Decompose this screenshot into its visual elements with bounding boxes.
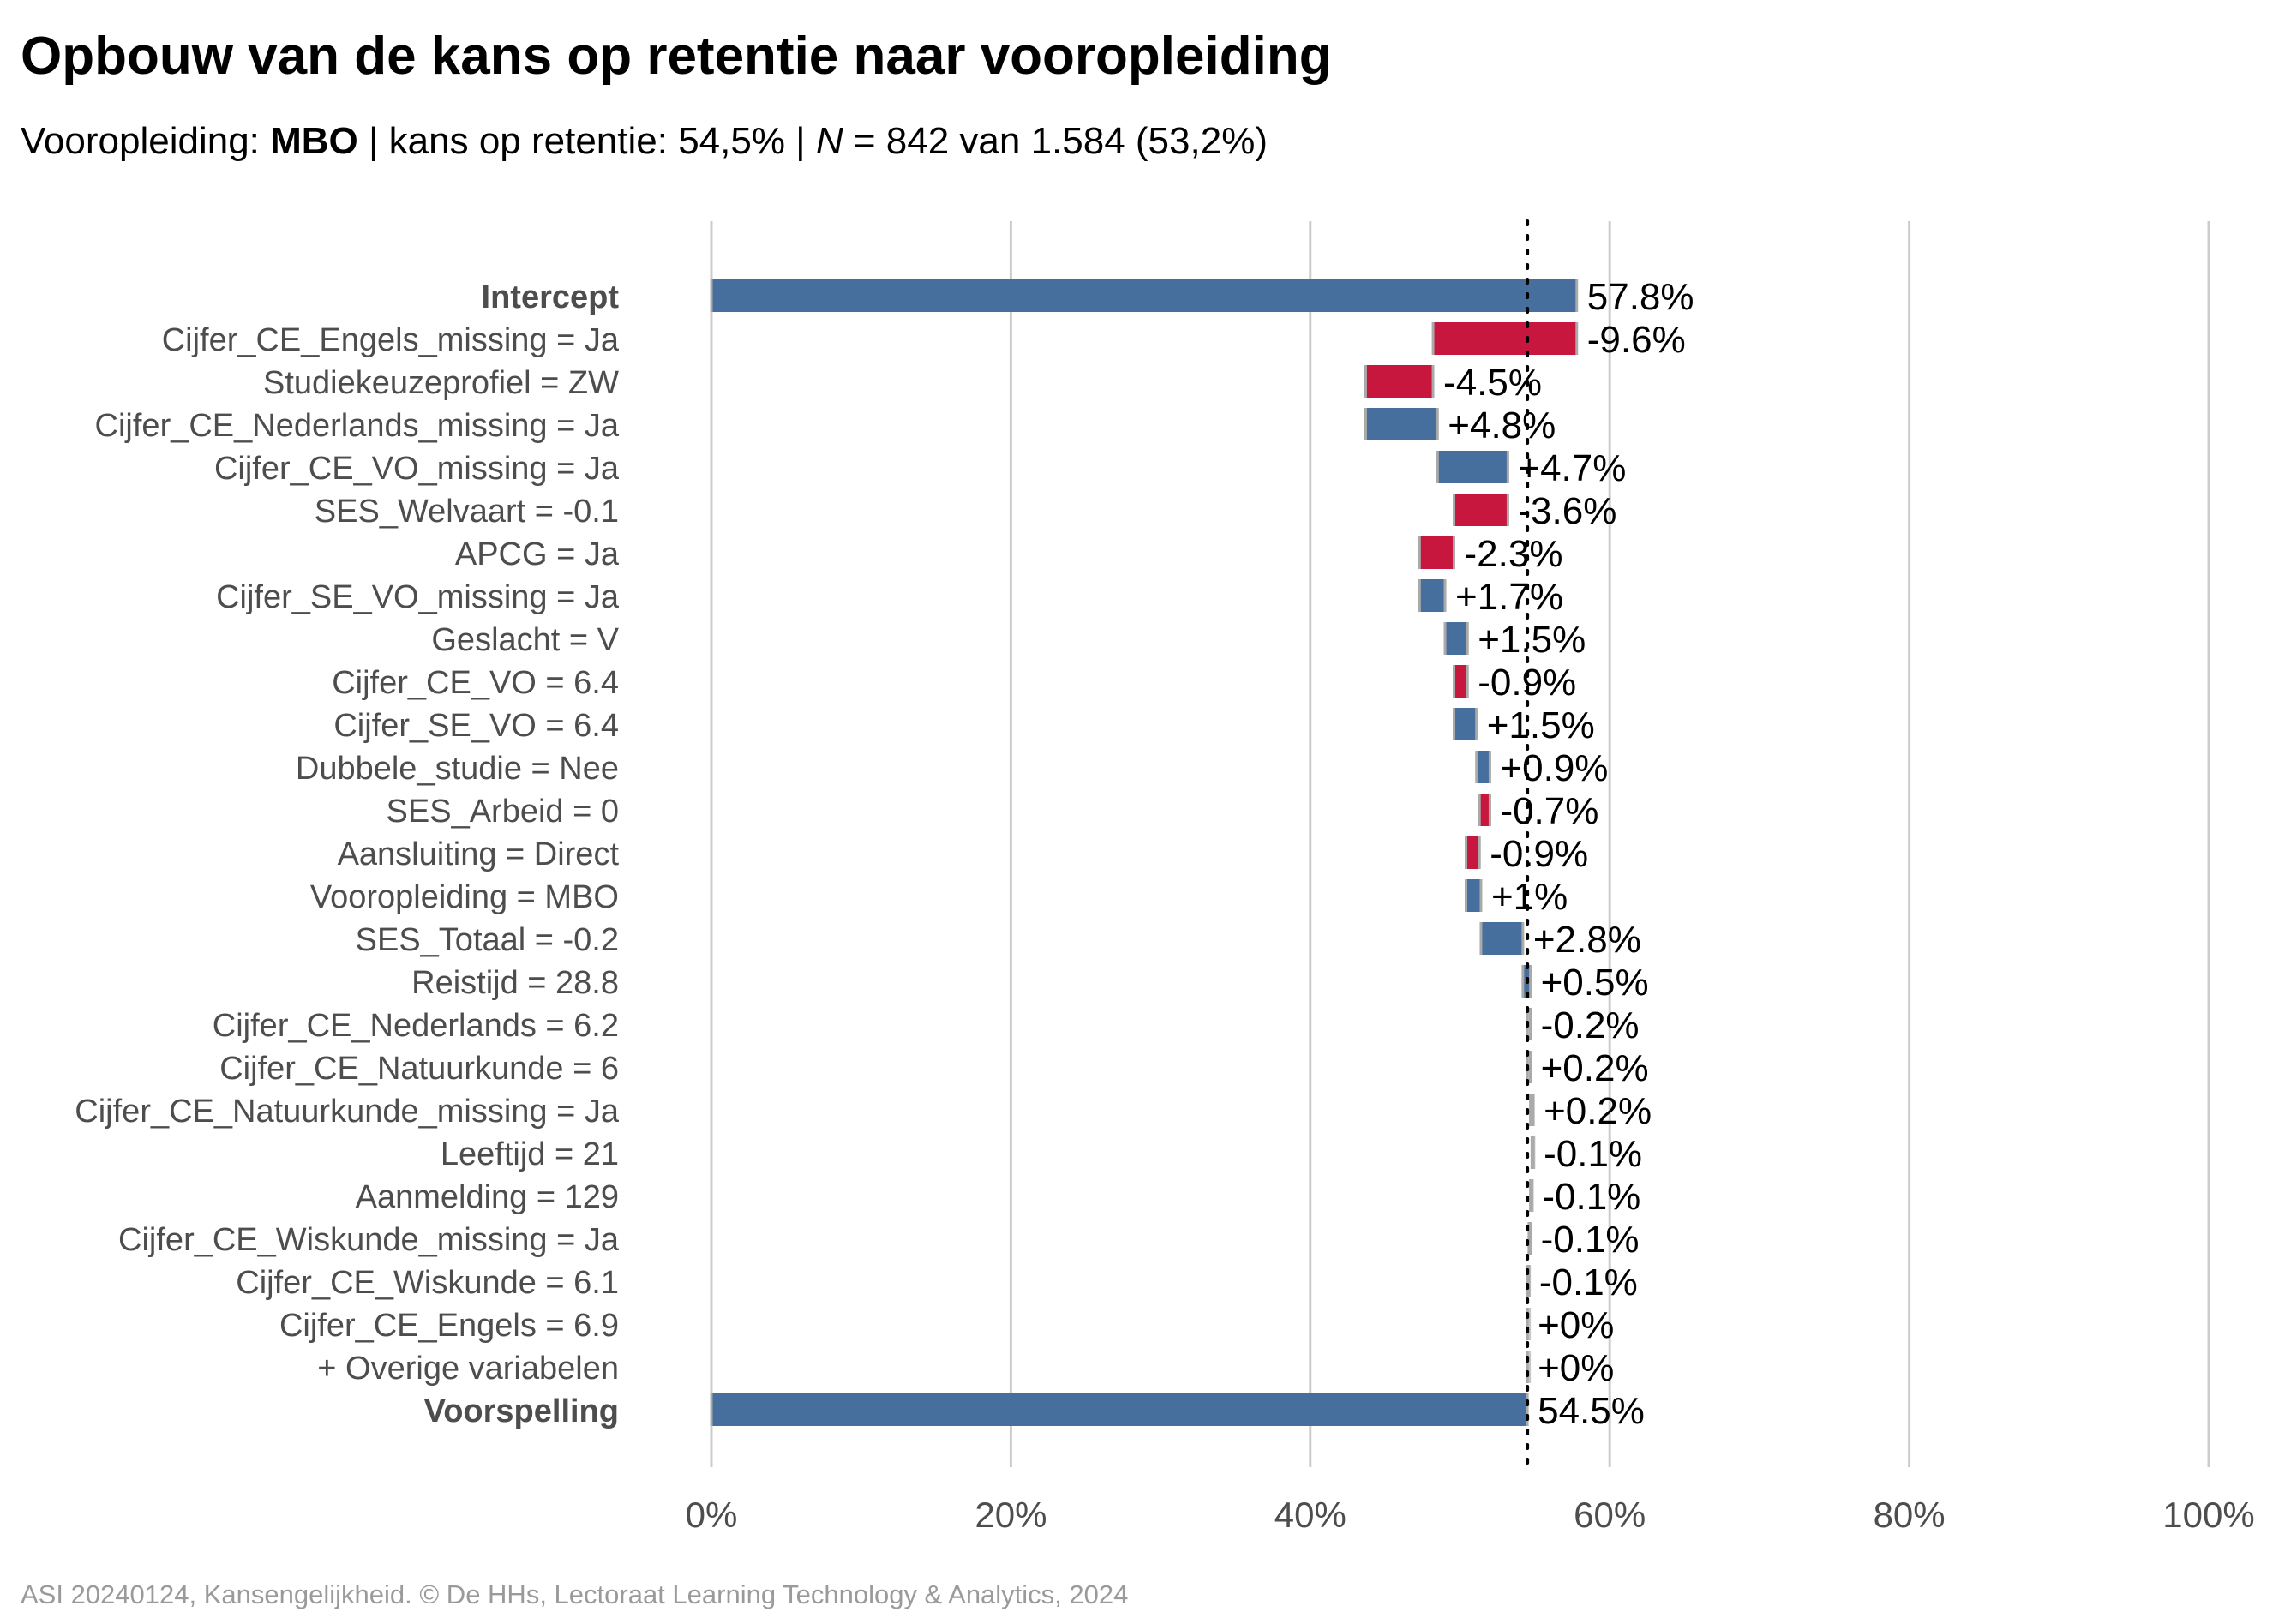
subtitle-prefix: Vooropleiding: bbox=[21, 120, 271, 162]
y-tick-label: Cijfer_CE_Natuurkunde_missing = Ja bbox=[75, 1094, 620, 1130]
bar bbox=[1466, 836, 1480, 869]
bar bbox=[1466, 879, 1481, 912]
data-label: +0.5% bbox=[1541, 962, 1649, 1004]
bar bbox=[1454, 665, 1468, 698]
data-label: +4.8% bbox=[1448, 405, 1556, 446]
data-label: +0% bbox=[1538, 1347, 1614, 1389]
bar bbox=[1445, 622, 1468, 655]
data-label: -3.6% bbox=[1518, 490, 1616, 532]
y-tick-label: Cijfer_SE_VO = 6.4 bbox=[333, 708, 619, 744]
data-label: -0.9% bbox=[1490, 833, 1588, 875]
subtitle-n-symbol: N bbox=[815, 120, 843, 162]
y-tick-label: Cijfer_CE_Wiskunde = 6.1 bbox=[236, 1265, 619, 1301]
y-tick-label: Aanmelding = 129 bbox=[356, 1179, 619, 1215]
bar bbox=[1527, 1308, 1532, 1340]
y-tick-label: Cijfer_CE_Natuurkunde = 6 bbox=[219, 1051, 619, 1087]
bar bbox=[711, 1393, 1528, 1426]
bar bbox=[1437, 451, 1508, 483]
data-label: -0.2% bbox=[1541, 1004, 1640, 1046]
data-label: +1.5% bbox=[1478, 619, 1586, 661]
y-tick-label: Aansluiting = Direct bbox=[338, 836, 620, 872]
y-tick-label: Vooropleiding = MBO bbox=[310, 879, 619, 915]
y-tick-label: Reistijd = 28.8 bbox=[411, 965, 619, 1001]
x-tick-label: 60% bbox=[1574, 1495, 1646, 1535]
data-label: 57.8% bbox=[1587, 276, 1694, 318]
y-tick-label: + Overige variabelen bbox=[317, 1351, 619, 1387]
y-tick-label: Dubbele_studie = Nee bbox=[296, 751, 619, 787]
y-tick-label: Cijfer_CE_Nederlands_missing = Ja bbox=[95, 408, 620, 444]
data-label: +1.7% bbox=[1455, 576, 1563, 618]
x-tick-label: 20% bbox=[975, 1495, 1047, 1535]
x-tick-label: 80% bbox=[1874, 1495, 1946, 1535]
data-label: +2.8% bbox=[1533, 919, 1641, 961]
subtitle-suffix: = 842 van 1.584 (53,2%) bbox=[843, 120, 1268, 162]
bar bbox=[1419, 536, 1454, 569]
bar bbox=[1527, 1351, 1532, 1383]
data-label: +0.2% bbox=[1541, 1047, 1649, 1089]
x-tick-label: 40% bbox=[1274, 1495, 1346, 1535]
bar bbox=[1433, 322, 1577, 355]
y-tick-label: SES_Totaal = -0.2 bbox=[356, 922, 619, 958]
data-label: -9.6% bbox=[1587, 319, 1686, 361]
data-label: -2.3% bbox=[1465, 533, 1563, 575]
bar bbox=[1480, 922, 1523, 955]
data-label: +1% bbox=[1491, 876, 1568, 918]
bar bbox=[711, 279, 1577, 312]
subtitle-group: MBO bbox=[270, 120, 358, 162]
data-label: -0.1% bbox=[1542, 1176, 1640, 1218]
chart-caption: ASI 20240124, Kansengelijkheid. © De HHs… bbox=[21, 1579, 1129, 1609]
subtitle-middle: | kans op retentie: 54,5% | bbox=[357, 120, 816, 162]
y-tick-label: Cijfer_SE_VO_missing = Ja bbox=[216, 579, 620, 615]
data-label: -0.1% bbox=[1541, 1219, 1640, 1261]
data-label: -0.1% bbox=[1539, 1261, 1638, 1303]
bar bbox=[1365, 408, 1438, 440]
bar bbox=[1419, 579, 1446, 612]
data-label: -0.7% bbox=[1500, 790, 1598, 832]
y-tick-label: Studiekeuzeprofiel = ZW bbox=[263, 365, 619, 401]
y-tick-label: Geslacht = V bbox=[431, 622, 619, 658]
bar bbox=[1365, 365, 1434, 398]
bar bbox=[1454, 494, 1508, 526]
data-label: +1.5% bbox=[1487, 704, 1595, 746]
x-tick-label: 0% bbox=[686, 1495, 738, 1535]
data-label: -0.9% bbox=[1478, 662, 1576, 704]
bar bbox=[1479, 794, 1490, 826]
data-label: 54.5% bbox=[1538, 1390, 1645, 1432]
y-tick-label: Cijfer_CE_VO = 6.4 bbox=[332, 665, 619, 701]
y-tick-label: SES_Welvaart = -0.1 bbox=[315, 494, 619, 530]
data-label: +4.7% bbox=[1518, 447, 1626, 489]
x-tick-label: 100% bbox=[2162, 1495, 2254, 1535]
data-label: -4.5% bbox=[1443, 362, 1542, 404]
y-tick-label: Cijfer_CE_Wiskunde_missing = Ja bbox=[118, 1222, 620, 1258]
y-tick-label: Leeftijd = 21 bbox=[441, 1136, 619, 1172]
bar bbox=[1454, 708, 1477, 740]
y-tick-label: SES_Arbeid = 0 bbox=[387, 794, 619, 830]
y-tick-label: Intercept bbox=[482, 279, 620, 315]
data-label: +0.9% bbox=[1500, 747, 1608, 789]
chart-title: Opbouw van de kans op retentie naar voor… bbox=[21, 27, 1332, 86]
y-tick-label: Cijfer_CE_Engels = 6.9 bbox=[279, 1308, 619, 1344]
y-tick-label: Cijfer_CE_VO_missing = Ja bbox=[214, 451, 620, 487]
y-tick-label: Cijfer_CE_Engels_missing = Ja bbox=[162, 322, 620, 358]
y-tick-label: Cijfer_CE_Nederlands = 6.2 bbox=[213, 1008, 619, 1044]
bar bbox=[1476, 751, 1490, 783]
chart-subtitle: Vooropleiding: MBO | kans op retentie: 5… bbox=[21, 120, 1268, 163]
data-label: -0.1% bbox=[1544, 1133, 1642, 1175]
y-tick-label: APCG = Ja bbox=[455, 536, 620, 572]
y-tick-label: Voorspelling bbox=[424, 1393, 619, 1429]
data-label: +0.2% bbox=[1544, 1090, 1652, 1132]
data-label: +0% bbox=[1538, 1304, 1614, 1346]
